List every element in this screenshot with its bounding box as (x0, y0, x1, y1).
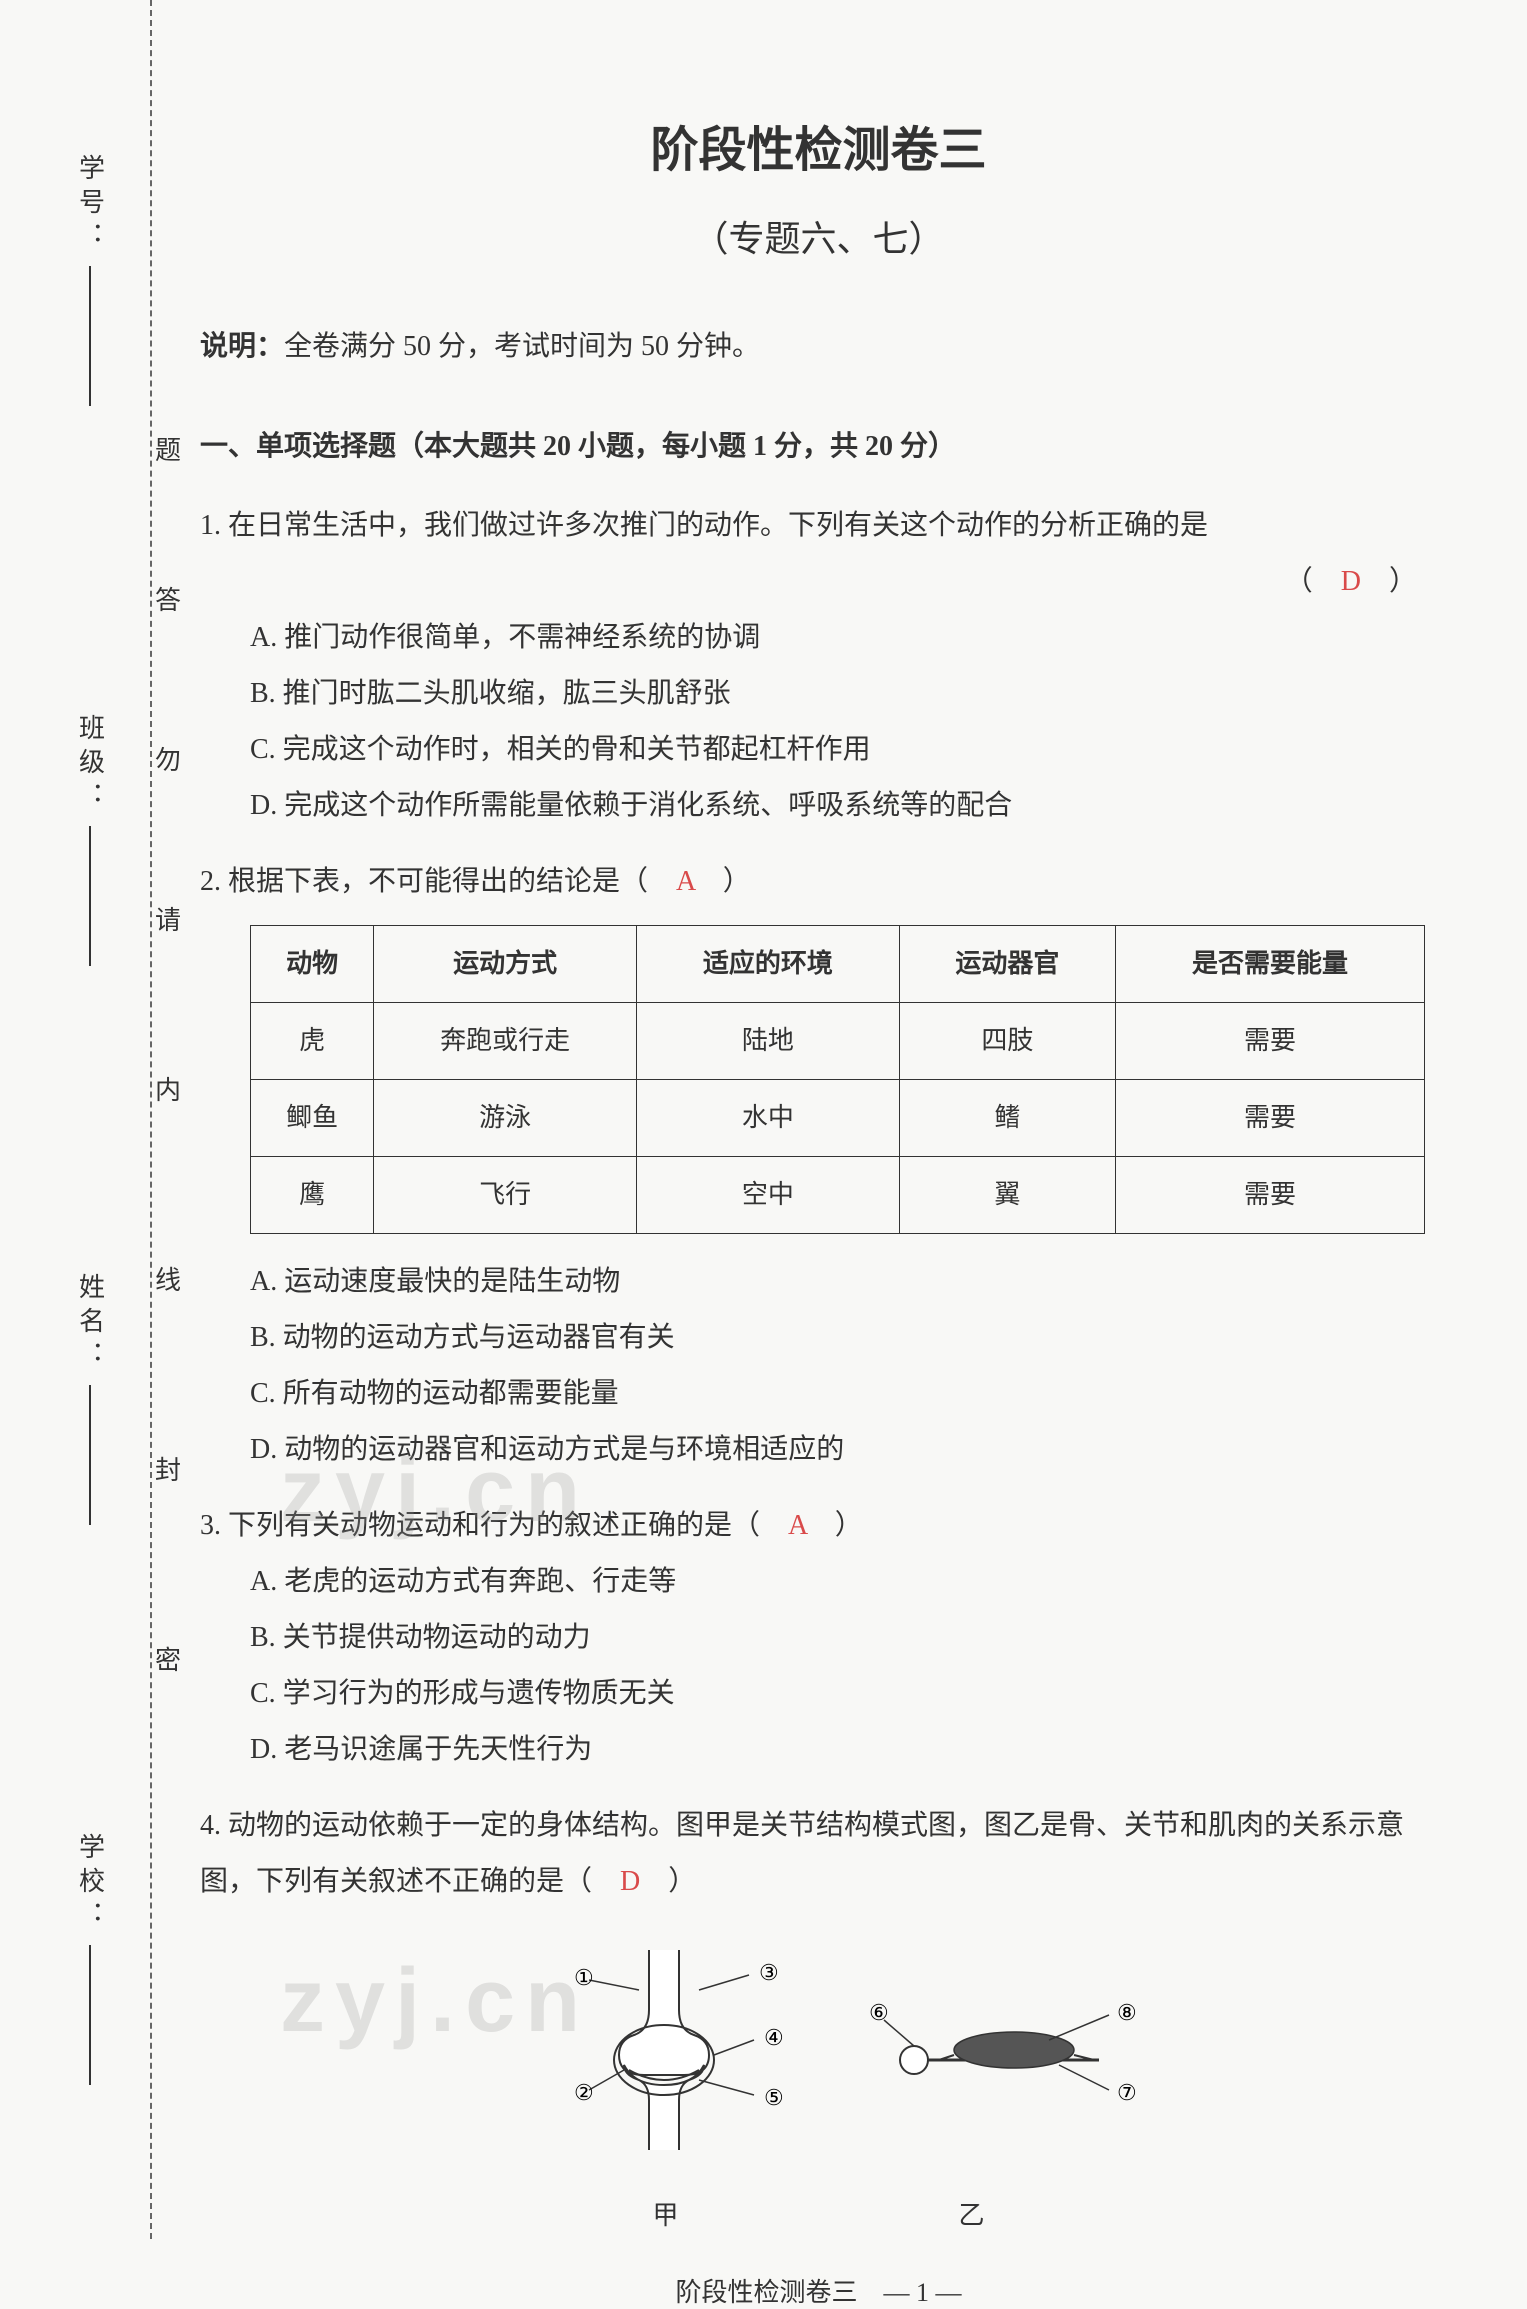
q3-text-post: ） (835, 1510, 863, 1541)
q4-text-post: ） (668, 1866, 696, 1897)
td: 水中 (637, 1079, 900, 1156)
content-area: 阶段性检测卷三 （专题六、七） 说明：全卷满分 50 分，考试时间为 50 分钟… (180, 110, 1437, 2309)
q3-text-pre: 3. 下列有关动物运动和行为的叙述正确的是（ (200, 1510, 760, 1541)
td: 奔跑或行走 (374, 1002, 637, 1079)
td: 鲫鱼 (251, 1079, 374, 1156)
page-subtitle: （专题六、七） (200, 210, 1437, 262)
q2-option-b: B. 动物的运动方式与运动器官有关 (200, 1310, 1437, 1366)
q1-answer: D (1341, 566, 1361, 597)
margin-char: 请 (155, 900, 181, 937)
td: 需要 (1115, 1079, 1424, 1156)
td: 飞行 (374, 1156, 637, 1233)
table-header-row: 动物 运动方式 适应的环境 运动器官 是否需要能量 (251, 925, 1425, 1002)
q2-answer: A (676, 866, 695, 897)
underline (89, 266, 91, 406)
th: 动物 (251, 925, 374, 1002)
binding-field-student-id: 学号： (72, 154, 109, 406)
q3-option-a: A. 老虎的运动方式有奔跑、行走等 (200, 1554, 1437, 1610)
margin-char: 答 (155, 580, 181, 617)
label-name: 姓名： (72, 1273, 109, 1375)
q1-option-a: A. 推门动作很简单，不需神经系统的协调 (200, 610, 1437, 666)
table-row: 虎 奔跑或行走 陆地 四肢 需要 (251, 1002, 1425, 1079)
fig-label-3: ③ (759, 1960, 779, 1985)
page-footer: 阶段性检测卷三 — 1 — (200, 2272, 1437, 2309)
question-2: 2. 根据下表，不可能得出的结论是（ A ） 动物 运动方式 适应的环境 运动器… (200, 854, 1437, 1478)
td: 鹰 (251, 1156, 374, 1233)
q1-option-b: B. 推门时肱二头肌收缩，肱三头肌舒张 (200, 666, 1437, 722)
q3-option-c: C. 学习行为的形成与遗传物质无关 (200, 1666, 1437, 1722)
td: 四肢 (899, 1002, 1115, 1079)
th: 运动器官 (899, 925, 1115, 1002)
binding-field-class: 班级： (72, 714, 109, 966)
q3-option-b: B. 关节提供动物运动的动力 (200, 1610, 1437, 1666)
q4-figure: ① ② ③ ④ ⑤ (200, 1930, 1437, 2242)
fig-label-5: ⑤ (764, 2085, 784, 2110)
q1-option-c: C. 完成这个动作时，相关的骨和关节都起杠杆作用 (200, 722, 1437, 778)
margin-char: 勿 (155, 740, 181, 777)
q4-answer: D (620, 1866, 640, 1897)
table-row: 鲫鱼 游泳 水中 鳍 需要 (251, 1079, 1425, 1156)
q1-text: 1. 在日常生活中，我们做过许多次推门的动作。下列有关这个动作的分析正确的是 (200, 498, 1437, 554)
page-title: 阶段性检测卷三 (200, 110, 1437, 180)
q1-option-d: D. 完成这个动作所需能量依赖于消化系统、呼吸系统等的配合 (200, 778, 1437, 834)
underline (89, 1945, 91, 2085)
exam-page: 学号： 班级： 姓名： 学校： 题 答 勿 请 内 线 封 密 阶段性检测卷三 … (0, 0, 1527, 2239)
label-school: 学校： (72, 1833, 109, 1935)
fig-label-b: 乙 (959, 2190, 985, 2242)
th: 适应的环境 (637, 925, 900, 1002)
q2-option-a: A. 运动速度最快的是陆生动物 (200, 1254, 1437, 1310)
question-3: 3. 下列有关动物运动和行为的叙述正确的是（ A ） A. 老虎的运动方式有奔跑… (200, 1498, 1437, 1778)
fig-label-7: ⑦ (1117, 2080, 1137, 2105)
question-4: 4. 动物的运动依赖于一定的身体结构。图甲是关节结构模式图，图乙是骨、关节和肌肉… (200, 1798, 1437, 2242)
q2-table: 动物 运动方式 适应的环境 运动器官 是否需要能量 虎 奔跑或行走 陆地 四肢 … (250, 925, 1425, 1234)
table-row: 鹰 飞行 空中 翼 需要 (251, 1156, 1425, 1233)
margin-char: 密 (155, 1640, 181, 1677)
td: 空中 (637, 1156, 900, 1233)
fig-label-8: ⑧ (1117, 2000, 1137, 2025)
q2-option-d: D. 动物的运动器官和运动方式是与环境相适应的 (200, 1422, 1437, 1478)
margin-char: 封 (155, 1450, 181, 1487)
fig-label-6: ⑥ (869, 2000, 889, 2025)
fig-label-1: ① (574, 1965, 594, 1990)
td: 需要 (1115, 1002, 1424, 1079)
q3-option-d: D. 老马识途属于先天性行为 (200, 1722, 1437, 1778)
fig-label-4: ④ (764, 2025, 784, 2050)
section-1-header: 一、单项选择题（本大题共 20 小题，每小题 1 分，共 20 分） (200, 422, 1437, 472)
instruction-label: 说明： (200, 331, 284, 362)
question-1: 1. 在日常生活中，我们做过许多次推门的动作。下列有关这个动作的分析正确的是 （… (200, 498, 1437, 834)
margin-char: 题 (155, 430, 181, 467)
th: 运动方式 (374, 925, 637, 1002)
td: 鳍 (899, 1079, 1115, 1156)
td: 游泳 (374, 1079, 637, 1156)
td: 虎 (251, 1002, 374, 1079)
joint-diagram-icon: ① ② ③ ④ ⑤ (469, 1930, 1169, 2160)
label-student-id: 学号： (72, 154, 109, 256)
margin-char: 内 (155, 1070, 181, 1107)
binding-labels-column: 学号： 班级： 姓名： 学校： (40, 0, 140, 2239)
th: 是否需要能量 (1115, 925, 1424, 1002)
margin-char: 线 (155, 1260, 181, 1297)
q2-text-pre: 2. 根据下表，不可能得出的结论是（ (200, 866, 648, 897)
q2-option-c: C. 所有动物的运动都需要能量 (200, 1366, 1437, 1422)
binding-field-name: 姓名： (72, 1273, 109, 1525)
label-class: 班级： (72, 714, 109, 816)
td: 需要 (1115, 1156, 1424, 1233)
q3-answer: A (788, 1510, 807, 1541)
td: 翼 (899, 1156, 1115, 1233)
figure-sublabels: 甲 乙 (200, 2190, 1437, 2242)
q4-text-pre: 4. 动物的运动依赖于一定的身体结构。图甲是关节结构模式图，图乙是骨、关节和肌肉… (200, 1810, 1404, 1897)
underline (89, 826, 91, 966)
q2-text-post: ） (723, 866, 751, 897)
instruction-text: 全卷满分 50 分，考试时间为 50 分钟。 (284, 331, 760, 362)
underline (89, 1385, 91, 1525)
fig-label-a: 甲 (652, 2190, 678, 2242)
instruction-line: 说明：全卷满分 50 分，考试时间为 50 分钟。 (200, 322, 1437, 372)
binding-field-school: 学校： (72, 1833, 109, 2085)
td: 陆地 (637, 1002, 900, 1079)
q1-answer-blank: （ D ） (200, 554, 1437, 610)
binding-dashed-line (150, 0, 152, 2239)
fig-label-2: ② (574, 2080, 594, 2105)
